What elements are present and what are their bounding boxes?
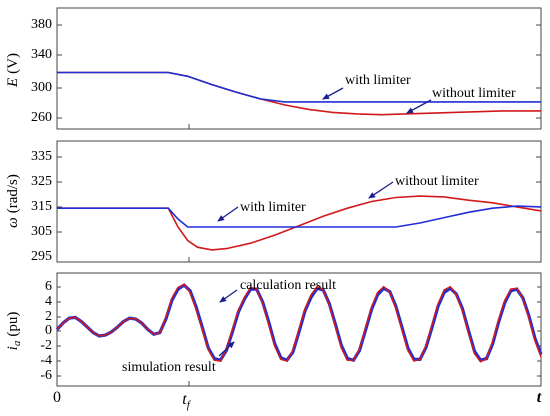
y-ticks — [57, 156, 541, 233]
y-axis-label-speed: ω(rad/s) — [5, 174, 21, 228]
panel-speed: 335 325 315 305 295 ω(rad/s) with limite… — [5, 140, 542, 264]
ytick-label: -4 — [40, 353, 52, 368]
ytick-label: 305 — [31, 224, 52, 239]
annotation-arrow — [217, 206, 239, 222]
annotation-with-limiter: with limiter — [240, 200, 306, 215]
ytick-label: -6 — [40, 368, 52, 383]
panel-speed-frame — [56, 140, 542, 263]
series-simulation-result — [56, 283, 542, 363]
ytick-label: 300 — [31, 80, 52, 95]
x-tick-label-t: t — [537, 389, 542, 406]
y-axis-label-current: ia(pu) — [5, 312, 23, 351]
annotation-without-limiter: without limiter — [432, 86, 516, 101]
series-with-limiter — [57, 71, 541, 103]
panel-voltage-frame — [56, 7, 542, 130]
y-ticks — [57, 24, 541, 119]
ytick-label: 6 — [45, 279, 52, 294]
ytick-label: 325 — [31, 174, 52, 189]
annotation-arrow — [406, 99, 432, 114]
annotation-calculation-result: calculation result — [240, 278, 336, 293]
annotation-arrow — [322, 87, 344, 100]
ytick-label: 4 — [45, 294, 52, 309]
annotation-simulation-result: simulation result — [122, 360, 216, 375]
series-with-limiter — [57, 205, 542, 228]
ytick-label: 295 — [31, 249, 52, 264]
ytick-label: 340 — [31, 47, 52, 62]
annotation-arrow — [218, 341, 235, 357]
panel-voltage: 380 340 300 260 E(V) with limiter withou… — [5, 7, 542, 130]
series-without-limiter — [57, 195, 542, 251]
annotation-arrow — [219, 289, 238, 303]
ytick-label: -2 — [40, 338, 52, 353]
x-tick-label-tf: tf — [182, 391, 191, 411]
ytick-label: 315 — [31, 199, 52, 214]
ytick-label: 335 — [31, 149, 52, 164]
ytick-label: 0 — [45, 323, 52, 338]
annotation-arrow — [368, 181, 394, 199]
y-ticks — [57, 286, 541, 377]
ytick-label: 2 — [45, 309, 52, 324]
y-axis-label-voltage: E(V) — [5, 53, 21, 88]
ytick-label: 260 — [31, 110, 52, 125]
series-calculation-result — [55, 283, 543, 363]
x-tick-label-zero: 0 — [53, 389, 61, 406]
annotation-with-limiter: with limiter — [345, 73, 411, 88]
annotation-without-limiter: without limiter — [395, 174, 479, 189]
panel-current: 6 4 2 0 -2 -4 -6 ia(pu) calculation resu… — [5, 272, 543, 387]
ytick-label: 380 — [31, 17, 52, 32]
